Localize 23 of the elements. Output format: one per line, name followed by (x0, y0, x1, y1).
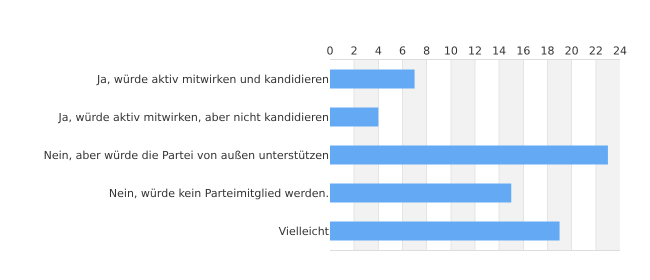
x-tick-label: 16 (516, 44, 530, 58)
bar (330, 108, 378, 126)
x-tick-label: 18 (540, 44, 554, 58)
x-tick-label: 20 (564, 44, 579, 58)
x-tick-label: 2 (350, 44, 358, 58)
x-tick-label: 22 (588, 44, 603, 58)
x-tick-label: 24 (613, 44, 627, 58)
y-tick-label: Ja, würde aktiv mitwirken und kandidieren (96, 72, 330, 86)
y-tick-label: Vielleicht (278, 224, 330, 238)
x-tick-label: 14 (492, 44, 506, 58)
y-tick-label: Nein, würde kein Parteimitglied werden. (108, 186, 329, 200)
x-tick-label: 8 (423, 44, 430, 58)
x-tick-label: 6 (399, 44, 406, 58)
y-tick-label: Nein, aber würde die Partei von außen unterstützen (44, 148, 330, 162)
bar (330, 146, 608, 164)
x-tick-label: 4 (374, 44, 382, 58)
bar (330, 184, 512, 202)
bar (330, 70, 415, 88)
y-tick-label: Ja, würde aktiv mitwirken, aber nicht kandidieren (58, 110, 330, 124)
x-tick-label: 0 (326, 44, 334, 58)
x-tick-label: 10 (444, 44, 458, 58)
bar (330, 222, 560, 240)
x-tick-label: 12 (468, 44, 482, 58)
